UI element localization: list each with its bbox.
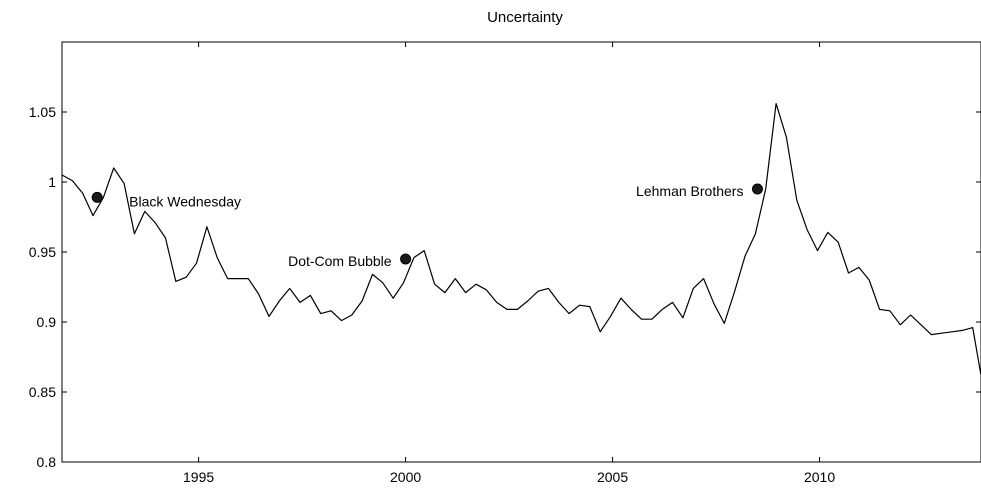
event-marker bbox=[91, 191, 103, 203]
y-tick-label: 0.85 bbox=[29, 384, 56, 400]
y-tick-label: 0.9 bbox=[37, 314, 57, 330]
event-label: Lehman Brothers bbox=[636, 183, 743, 199]
x-tick-label: 2005 bbox=[597, 469, 628, 485]
annotation-layer: Black Wednesday Dot-Com Bubble Lehman Brot… bbox=[91, 183, 763, 269]
y-tick-label: 1.05 bbox=[29, 104, 56, 120]
y-axis: 0.8 0.85 0.9 0.95 1 1.05 bbox=[29, 104, 981, 470]
x-axis: 1995 2000 2005 2010 bbox=[183, 42, 835, 485]
x-tick-label: 2010 bbox=[804, 469, 835, 485]
uncertainty-series-line bbox=[61, 102, 981, 376]
event-label: Black Wednesday bbox=[129, 193, 241, 209]
y-tick-label: 1 bbox=[48, 174, 56, 190]
y-tick-label: 0.95 bbox=[29, 244, 56, 260]
chart-title: Uncertainty bbox=[487, 9, 563, 26]
x-tick-label: 1995 bbox=[183, 469, 214, 485]
event-label: Dot-Com Bubble bbox=[288, 253, 392, 269]
y-tick-label: 0.8 bbox=[37, 454, 57, 470]
event-marker bbox=[400, 253, 412, 265]
event-marker bbox=[751, 183, 763, 195]
x-tick-label: 2000 bbox=[390, 469, 421, 485]
series-layer bbox=[61, 102, 981, 376]
